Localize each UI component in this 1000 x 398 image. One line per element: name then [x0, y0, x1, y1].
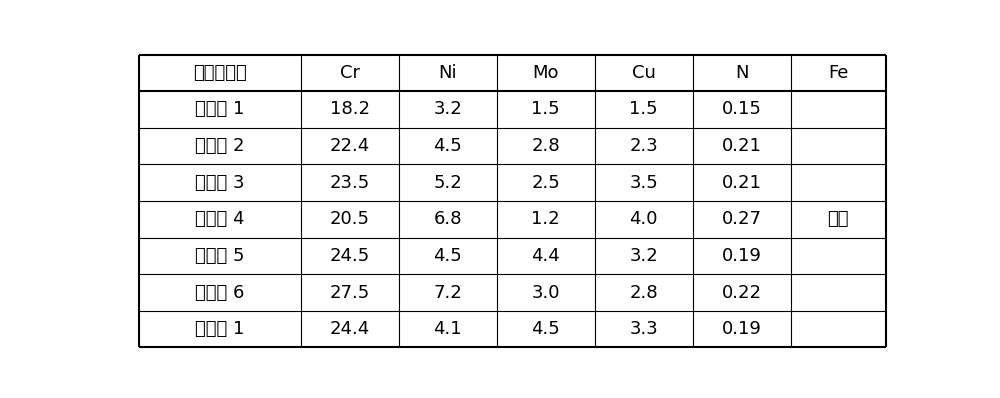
Text: 0.21: 0.21: [722, 174, 762, 192]
Text: 1.5: 1.5: [629, 100, 658, 119]
Text: 实施例 5: 实施例 5: [195, 247, 245, 265]
Text: 实施例 3: 实施例 3: [195, 174, 245, 192]
Text: 0.22: 0.22: [722, 283, 762, 302]
Text: 3.3: 3.3: [629, 320, 658, 338]
Text: 实施例 6: 实施例 6: [195, 283, 245, 302]
Text: Mo: Mo: [532, 64, 559, 82]
Text: 27.5: 27.5: [330, 283, 370, 302]
Text: 18.2: 18.2: [330, 100, 370, 119]
Text: 24.4: 24.4: [330, 320, 370, 338]
Text: 6.8: 6.8: [434, 210, 462, 228]
Text: 23.5: 23.5: [330, 174, 370, 192]
Text: 0.15: 0.15: [722, 100, 762, 119]
Text: 22.4: 22.4: [330, 137, 370, 155]
Text: 1.2: 1.2: [531, 210, 560, 228]
Text: 1.5: 1.5: [531, 100, 560, 119]
Text: 3.0: 3.0: [531, 283, 560, 302]
Text: Ni: Ni: [438, 64, 457, 82]
Text: 7.2: 7.2: [433, 283, 462, 302]
Text: 2.8: 2.8: [531, 137, 560, 155]
Text: 4.5: 4.5: [433, 137, 462, 155]
Text: 2.5: 2.5: [531, 174, 560, 192]
Text: Cu: Cu: [632, 64, 656, 82]
Text: 对比例 1: 对比例 1: [195, 320, 245, 338]
Text: 3.2: 3.2: [629, 247, 658, 265]
Text: 2.8: 2.8: [629, 283, 658, 302]
Text: 4.5: 4.5: [531, 320, 560, 338]
Text: 4.5: 4.5: [433, 247, 462, 265]
Text: 5.2: 5.2: [433, 174, 462, 192]
Text: 0.19: 0.19: [722, 247, 762, 265]
Text: 3.2: 3.2: [433, 100, 462, 119]
Text: 4.0: 4.0: [629, 210, 658, 228]
Text: 20.5: 20.5: [330, 210, 370, 228]
Text: 0.27: 0.27: [722, 210, 762, 228]
Text: 双相不锈钢: 双相不锈钢: [193, 64, 247, 82]
Text: 2.3: 2.3: [629, 137, 658, 155]
Text: 24.5: 24.5: [330, 247, 370, 265]
Text: 0.19: 0.19: [722, 320, 762, 338]
Text: 实施例 1: 实施例 1: [195, 100, 245, 119]
Text: Fe: Fe: [828, 64, 849, 82]
Text: Cr: Cr: [340, 64, 360, 82]
Text: 实施例 2: 实施例 2: [195, 137, 245, 155]
Text: 3.5: 3.5: [629, 174, 658, 192]
Text: 4.1: 4.1: [433, 320, 462, 338]
Text: N: N: [735, 64, 748, 82]
Text: 4.4: 4.4: [531, 247, 560, 265]
Text: 实施例 4: 实施例 4: [195, 210, 245, 228]
Text: 余量: 余量: [828, 210, 849, 228]
Text: 0.21: 0.21: [722, 137, 762, 155]
